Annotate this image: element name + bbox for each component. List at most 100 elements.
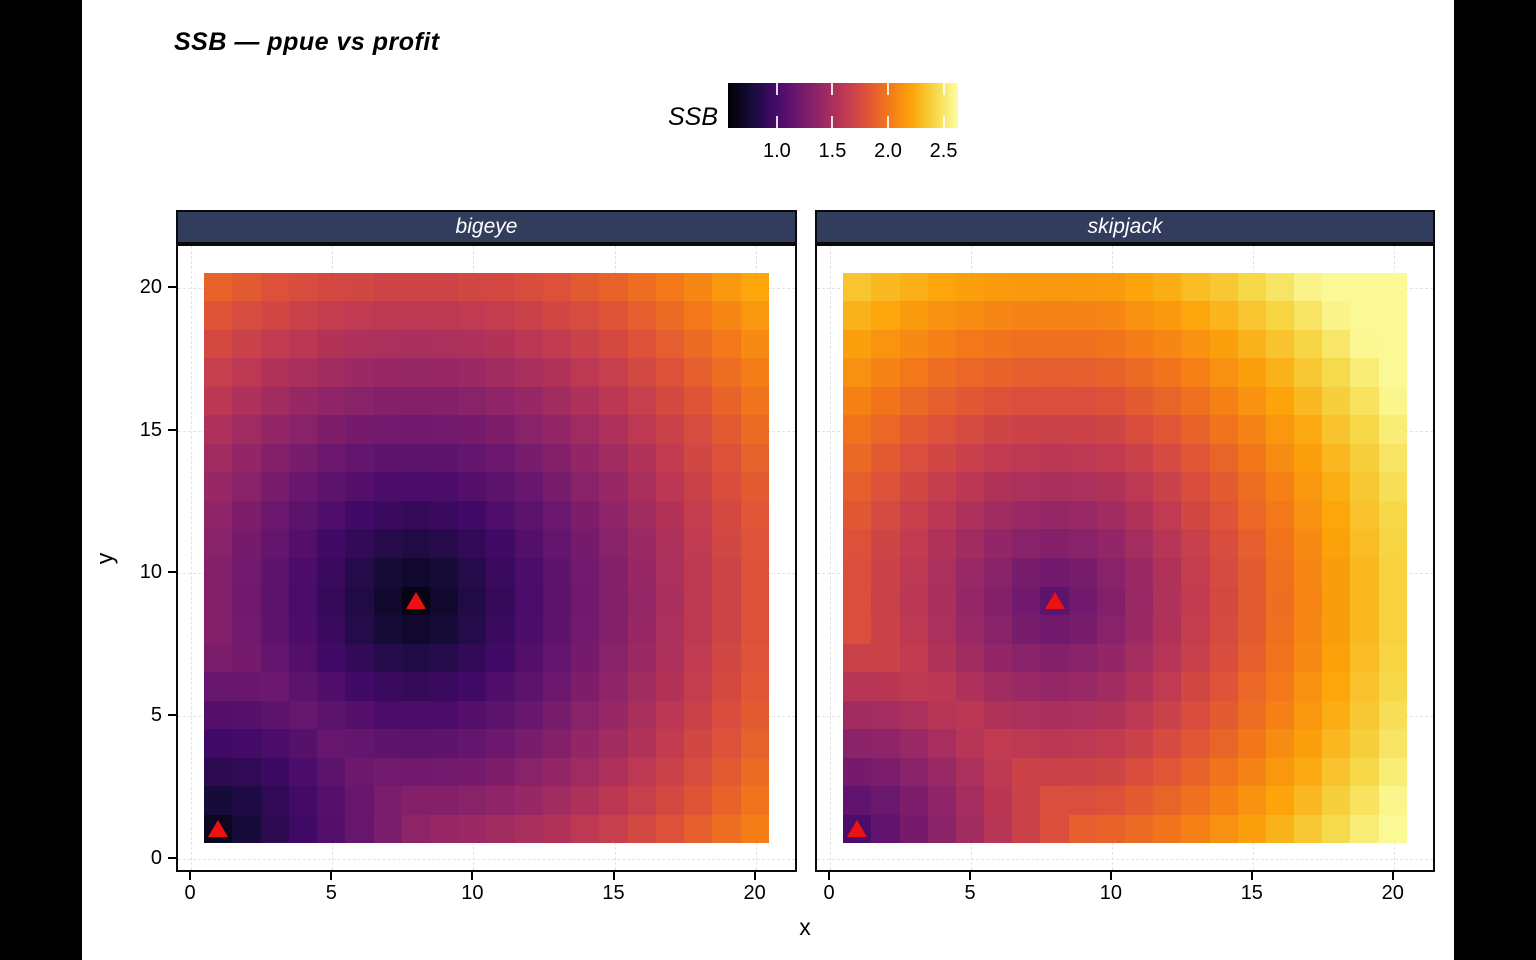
heatmap-cell: [1040, 615, 1069, 644]
heatmap-cell: [486, 272, 515, 302]
heatmap-cell: [1012, 472, 1041, 501]
x-axis-tick-label: 15: [602, 882, 625, 904]
heatmap-cell: [1265, 272, 1295, 302]
heatmap-cell: [317, 615, 346, 644]
heatmap-cell: [1294, 301, 1323, 330]
heatmap-cell: [458, 700, 487, 730]
heatmap-cell: [373, 615, 402, 644]
heatmap-cell: [1068, 700, 1097, 730]
facet-strip-label: skipjack: [1087, 215, 1163, 238]
heatmap-cell: [1322, 301, 1351, 330]
heatmap-cell: [486, 472, 515, 501]
heatmap-cell: [514, 301, 543, 330]
heatmap-cell: [899, 757, 928, 787]
heatmap-cell: [740, 472, 769, 501]
heatmap-cell: [1294, 415, 1323, 444]
x-axis-tick-label: 20: [743, 882, 766, 904]
heatmap-cell: [1181, 672, 1210, 701]
heatmap-cell: [232, 329, 261, 359]
heatmap-cell: [843, 729, 872, 758]
heatmap-cell: [655, 615, 685, 644]
heatmap-cell: [1322, 386, 1351, 416]
heatmap-cell: [204, 729, 233, 758]
heatmap-cell: [655, 757, 685, 787]
heatmap-cell: [984, 529, 1013, 558]
heatmap-cell: [288, 415, 318, 444]
heatmap-cell: [571, 615, 600, 644]
heatmap-cell: [288, 672, 318, 701]
heatmap-cell: [542, 443, 572, 473]
heatmap-cell: [655, 814, 685, 844]
heatmap-cell: [927, 301, 956, 330]
heatmap-cell: [345, 786, 374, 815]
heatmap-cell: [1209, 700, 1238, 730]
heatmap-cell: [571, 472, 600, 501]
facet-strip-label: bigeye: [455, 215, 518, 238]
heatmap-cell: [514, 358, 543, 387]
heatmap-cell: [345, 586, 374, 616]
heatmap-cell: [514, 786, 543, 815]
heatmap-cell: [1322, 729, 1351, 758]
heatmap-cell: [955, 358, 985, 387]
heatmap-cell: [458, 358, 487, 387]
heatmap-cell: [1096, 358, 1125, 387]
heatmap-cell: [1124, 329, 1154, 359]
legend-tickmark: [887, 116, 889, 128]
heatmap-cell: [232, 643, 261, 673]
heatmap-cell: [401, 500, 431, 530]
heatmap-cell: [373, 443, 402, 473]
heatmap-cell: [232, 729, 261, 758]
heatmap-cell: [486, 443, 515, 473]
heatmap-cell: [1265, 615, 1295, 644]
heatmap-cell: [1237, 329, 1266, 359]
heatmap-cell: [401, 786, 431, 815]
heatmap-cell: [486, 386, 515, 416]
heatmap-cell: [1322, 757, 1351, 787]
heatmap-cell: [430, 615, 459, 644]
heatmap-cell: [599, 586, 628, 616]
heatmap-cell: [1378, 329, 1407, 359]
heatmap-cell: [843, 643, 872, 673]
heatmap-cell: [1068, 586, 1097, 616]
heatmap-cell: [458, 529, 487, 558]
x-axis-tick: [1391, 872, 1394, 880]
heatmap-cell: [684, 557, 713, 587]
heatmap-cell: [1012, 529, 1041, 558]
heatmap-cell: [843, 557, 872, 587]
x-axis-tick-label: 15: [1240, 882, 1263, 904]
heatmap-cell: [486, 329, 515, 359]
heatmap-cell: [955, 786, 985, 815]
heatmap-cell: [486, 529, 515, 558]
heatmap-cell: [430, 443, 459, 473]
heatmap-cell: [1153, 443, 1182, 473]
heatmap-cell: [1040, 329, 1069, 359]
heatmap-cell: [401, 729, 431, 758]
heatmap-cell: [1265, 472, 1295, 501]
heatmap-cell: [260, 643, 289, 673]
heatmap-cell: [1096, 472, 1125, 501]
heatmap-cell: [260, 557, 289, 587]
heatmap-cell: [260, 443, 289, 473]
heatmap-cell: [599, 529, 628, 558]
heatmap-cell: [1322, 415, 1351, 444]
heatmap-cell: [1265, 329, 1295, 359]
heatmap-cell: [1012, 700, 1041, 730]
legend-title: SSB: [667, 103, 718, 131]
heatmap-cell: [955, 672, 985, 701]
heatmap-cell: [514, 615, 543, 644]
heatmap-cell: [486, 500, 515, 530]
heatmap-cell: [843, 415, 872, 444]
heatmap-cell: [843, 329, 872, 359]
heatmap-cell: [571, 329, 600, 359]
heatmap-cell: [1294, 643, 1323, 673]
heatmap-cell: [1124, 672, 1154, 701]
heatmap-cell: [599, 301, 628, 330]
heatmap-cell: [1124, 301, 1154, 330]
heatmap-cell: [955, 586, 985, 616]
legend-tick-label: 2.0: [874, 140, 902, 162]
x-axis-tick: [612, 872, 615, 880]
heatmap-cell: [430, 757, 459, 787]
heatmap-cell: [1378, 415, 1407, 444]
heatmap-cell: [1378, 615, 1407, 644]
